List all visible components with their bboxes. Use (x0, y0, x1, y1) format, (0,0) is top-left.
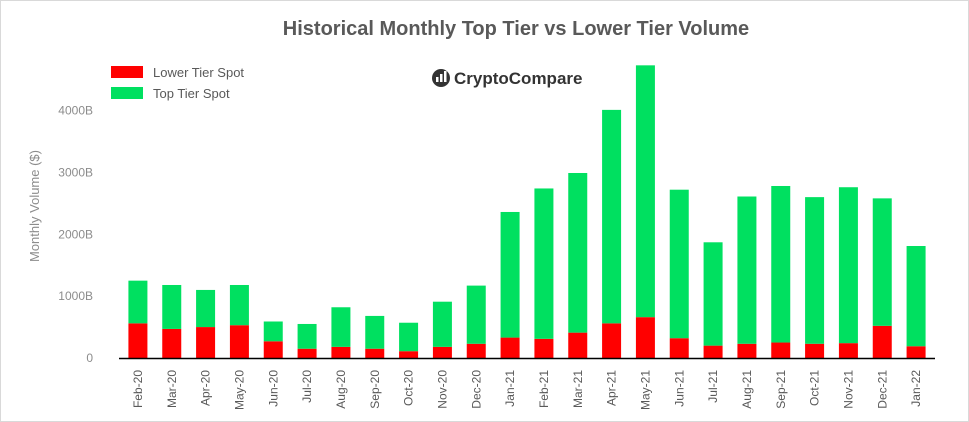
y-tick-label: 0 (86, 351, 93, 365)
bar-top-tier (872, 198, 892, 326)
bar-top-tier (805, 197, 825, 344)
bar-top-tier (737, 196, 757, 344)
x-tick-label: Mar-20 (165, 370, 179, 408)
bar-lower-tier (602, 323, 622, 358)
x-tick-label: Nov-21 (841, 370, 855, 409)
bar-top-tier (635, 65, 655, 318)
legend-label-top-tier: Top Tier Spot (153, 86, 230, 101)
x-tick-label: Aug-20 (334, 370, 348, 409)
y-axis-label: Monthly Volume ($) (27, 150, 42, 262)
bar-top-tier (534, 188, 554, 339)
bar-lower-tier (162, 328, 182, 358)
x-tick-label: Apr-20 (199, 370, 213, 406)
bar-lower-tier (669, 338, 689, 358)
bar-lower-tier (263, 341, 283, 358)
bar-top-tier (771, 185, 791, 343)
x-tick-label: Apr-21 (605, 370, 619, 406)
y-tick-label: 4000B (58, 104, 93, 118)
bar-lower-tier (771, 342, 791, 358)
x-tick-label: Sep-20 (368, 370, 382, 409)
bar-lower-tier (331, 346, 351, 358)
x-tick-label: Sep-21 (774, 370, 788, 409)
x-tick-label: Jun-21 (672, 370, 686, 407)
bar-top-tier (602, 109, 622, 324)
x-tick-label: Jul-21 (706, 370, 720, 403)
x-tick-label: May-21 (638, 370, 652, 410)
bar-lower-tier (297, 348, 317, 358)
chart-title: Historical Monthly Top Tier vs Lower Tie… (283, 18, 749, 40)
y-tick-label: 3000B (58, 165, 93, 179)
bar-lower-tier (737, 343, 757, 358)
y-tick-label: 2000B (58, 227, 93, 241)
bar-top-tier (568, 172, 588, 333)
x-tick-label: Dec-21 (875, 370, 889, 409)
bar-lower-tier (466, 343, 486, 358)
bar-lower-tier (635, 317, 655, 358)
bar-lower-tier (805, 343, 825, 358)
bar-top-tier (906, 246, 926, 347)
legend-label-lower-tier: Lower Tier Spot (153, 65, 244, 80)
x-tick-label: Jul-20 (300, 370, 314, 403)
bar-top-tier (229, 284, 249, 326)
bar-lower-tier (365, 348, 385, 358)
bar-top-tier (128, 280, 148, 324)
cryptocompare-watermark: CryptoCompare (432, 69, 582, 88)
bar-top-tier (500, 211, 520, 338)
bar-lower-tier (703, 345, 723, 358)
x-tick-label: Jan-21 (503, 370, 517, 407)
bar-chart-icon (432, 69, 450, 87)
x-tick-label: Dec-20 (469, 370, 483, 409)
y-tick-label: 1000B (58, 289, 93, 303)
x-tick-label: May-20 (232, 370, 246, 410)
bar-top-tier (669, 189, 689, 339)
bar-top-tier (466, 285, 486, 344)
bar-lower-tier (229, 325, 249, 358)
bar-top-tier (196, 289, 216, 328)
x-tick-label: Nov-20 (435, 370, 449, 409)
bar-lower-tier (196, 327, 216, 358)
x-tick-label: Jan-22 (909, 370, 923, 407)
bar-lower-tier (872, 325, 892, 358)
bar-lower-tier (838, 343, 858, 358)
bar-top-tier (297, 323, 317, 349)
brand-text: CryptoCompare (454, 69, 582, 88)
x-tick-label: Jun-20 (266, 370, 280, 407)
x-tick-label: Oct-21 (808, 370, 822, 406)
bar-lower-tier (432, 346, 452, 358)
legend-swatch-lower-tier (111, 66, 143, 78)
bar-top-tier (838, 187, 858, 344)
bar-top-tier (331, 307, 351, 347)
x-tick-label: Aug-21 (740, 370, 754, 409)
bar-top-tier (365, 315, 385, 349)
x-tick-label: Feb-20 (131, 370, 145, 408)
x-tick-label: Oct-20 (402, 370, 416, 406)
bar-top-tier (162, 284, 182, 329)
bar-lower-tier (399, 351, 419, 358)
x-tick-label: Feb-21 (537, 370, 551, 408)
x-tick-label: Mar-21 (571, 370, 585, 408)
bar-top-tier (703, 242, 723, 346)
bar-lower-tier (534, 338, 554, 358)
bar-lower-tier (128, 323, 148, 358)
bar-lower-tier (500, 337, 520, 358)
legend-swatch-top-tier (111, 87, 143, 99)
bar-lower-tier (568, 332, 588, 358)
bar-top-tier (263, 321, 283, 342)
bar-top-tier (432, 301, 452, 347)
bar-lower-tier (906, 346, 926, 358)
bar-top-tier (399, 322, 419, 352)
